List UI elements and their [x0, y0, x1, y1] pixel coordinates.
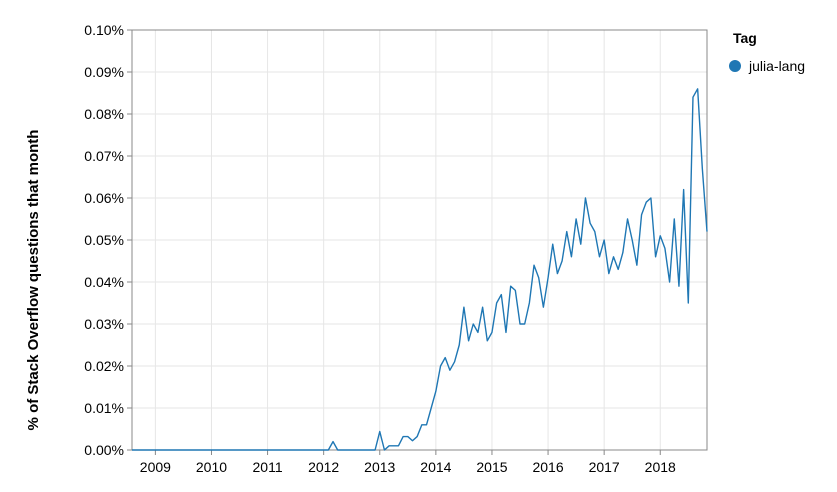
legend-label-julia-lang: julia-lang [748, 58, 805, 74]
y-axis-title: % of Stack Overflow questions that month [25, 130, 42, 431]
grid-lines [132, 29, 707, 451]
x-tick-label: 2011 [253, 459, 283, 475]
legend-title: Tag [733, 30, 757, 46]
y-tick-label: 0.01% [84, 400, 124, 416]
y-tick-label: 0.08% [84, 106, 124, 122]
x-tick-label: 2013 [364, 459, 395, 475]
x-tick-label: 2012 [308, 459, 339, 475]
y-tick-label: 0.05% [84, 232, 124, 248]
legend-swatch-julia-lang [729, 60, 741, 72]
x-tick-label: 2009 [140, 459, 171, 475]
y-axis: 0.00% 0.01% 0.02% 0.03% 0.04% 0.05% 0.06% 0.07%… [84, 22, 132, 458]
y-tick-label: 0.06% [84, 190, 124, 206]
y-tick-label: 0.03% [84, 316, 124, 332]
x-tick-label: 2014 [420, 459, 451, 475]
y-tick-label: 0.07% [84, 148, 124, 164]
plot-frame [131, 29, 708, 451]
legend: Tag julia-lang [729, 30, 805, 74]
x-axis: 2009 2010 2011 2012 2013 2014 2015 2016 2017 2018 [140, 450, 676, 475]
y-tick-label: 0.10% [84, 22, 124, 38]
x-tick-label: 2017 [589, 459, 620, 475]
y-tick-label: 0.00% [84, 442, 124, 458]
y-tick-label: 0.02% [84, 358, 124, 374]
series-layer [132, 88, 708, 451]
x-tick-label: 2016 [532, 459, 563, 475]
y-tick-label: 0.04% [84, 274, 124, 290]
x-tick-label: 2018 [645, 459, 676, 475]
y-tick-label: 0.09% [84, 64, 124, 80]
series-line-julia-lang [132, 88, 708, 451]
x-tick-label: 2015 [476, 459, 507, 475]
x-tick-label: 2010 [196, 459, 227, 475]
